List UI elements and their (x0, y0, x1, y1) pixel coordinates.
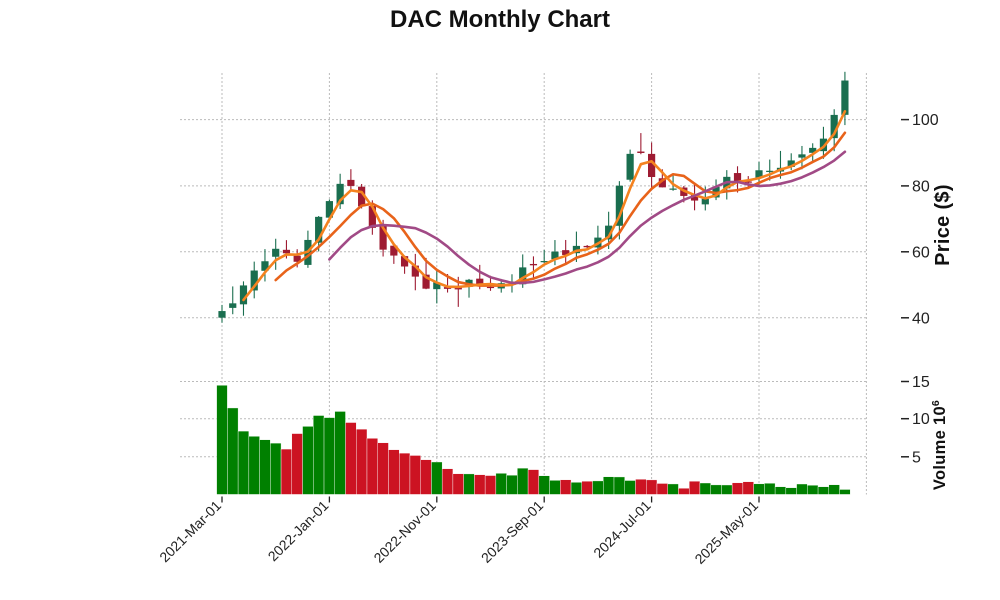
svg-text:10: 10 (912, 411, 930, 428)
svg-text:DAC Monthly Chart: DAC Monthly Chart (390, 6, 610, 33)
svg-text:40: 40 (912, 310, 930, 327)
svg-text:Price ($): Price ($) (932, 184, 954, 266)
svg-text:Volume 106: Volume 106 (930, 400, 949, 490)
svg-text:15: 15 (912, 374, 930, 391)
svg-text:100: 100 (912, 112, 939, 129)
svg-text:5: 5 (912, 449, 921, 466)
svg-text:80: 80 (912, 178, 930, 195)
svg-text:60: 60 (912, 244, 930, 261)
